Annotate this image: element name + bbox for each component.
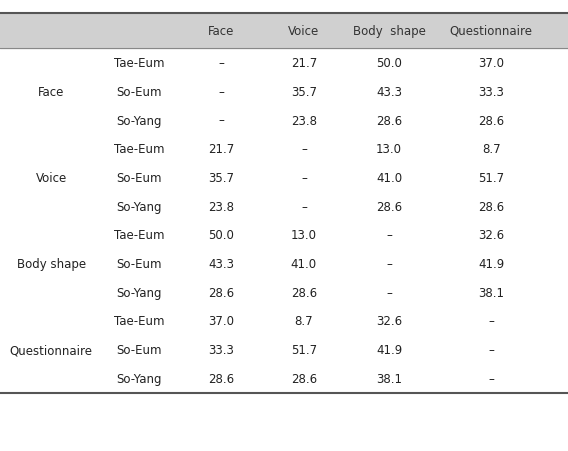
Text: 38.1: 38.1 [478, 286, 504, 299]
Text: –: – [301, 143, 307, 156]
Text: 33.3: 33.3 [478, 86, 504, 99]
Text: –: – [219, 86, 224, 99]
Text: Voice: Voice [288, 25, 320, 38]
Text: 41.0: 41.0 [376, 171, 402, 184]
Text: Tae-Eum: Tae-Eum [114, 143, 164, 156]
Text: –: – [488, 372, 494, 385]
Text: –: – [219, 57, 224, 70]
Text: 38.1: 38.1 [376, 372, 402, 385]
Text: –: – [488, 315, 494, 328]
Text: 32.6: 32.6 [376, 315, 402, 328]
Text: –: – [301, 200, 307, 213]
Text: 37.0: 37.0 [208, 315, 235, 328]
Text: Body  shape: Body shape [353, 25, 425, 38]
Text: –: – [488, 343, 494, 356]
Text: 35.7: 35.7 [291, 86, 317, 99]
Bar [0, 14, 568, 49]
Text: 51.7: 51.7 [291, 343, 317, 356]
Text: 21.7: 21.7 [291, 57, 317, 70]
Text: So-Eum: So-Eum [116, 86, 162, 99]
Text: So-Yang: So-Yang [116, 286, 162, 299]
Text: 43.3: 43.3 [208, 258, 235, 271]
Text: 32.6: 32.6 [478, 229, 504, 242]
Text: Body shape: Body shape [16, 258, 86, 271]
Text: Face: Face [38, 86, 64, 99]
Text: –: – [386, 258, 392, 271]
Text: 33.3: 33.3 [208, 343, 235, 356]
Text: Questionnaire: Questionnaire [450, 25, 533, 38]
Text: Face: Face [208, 25, 235, 38]
Text: Tae-Eum: Tae-Eum [114, 57, 164, 70]
Text: 13.0: 13.0 [291, 229, 317, 242]
Text: 28.6: 28.6 [376, 114, 402, 127]
Text: 28.6: 28.6 [208, 372, 235, 385]
Text: –: – [301, 171, 307, 184]
Text: Tae-Eum: Tae-Eum [114, 315, 164, 328]
Text: So-Yang: So-Yang [116, 200, 162, 213]
Text: Questionnaire: Questionnaire [10, 343, 93, 356]
Text: So-Yang: So-Yang [116, 114, 162, 127]
Text: 21.7: 21.7 [208, 143, 235, 156]
Text: 41.0: 41.0 [291, 258, 317, 271]
Text: 41.9: 41.9 [376, 343, 402, 356]
Text: 43.3: 43.3 [376, 86, 402, 99]
Text: 37.0: 37.0 [478, 57, 504, 70]
Text: 51.7: 51.7 [478, 171, 504, 184]
Text: 8.7: 8.7 [295, 315, 313, 328]
Text: Tae-Eum: Tae-Eum [114, 229, 164, 242]
Text: 50.0: 50.0 [208, 229, 235, 242]
Text: –: – [219, 114, 224, 127]
Text: 13.0: 13.0 [376, 143, 402, 156]
Text: 50.0: 50.0 [376, 57, 402, 70]
Text: 28.6: 28.6 [208, 286, 235, 299]
Text: 28.6: 28.6 [376, 200, 402, 213]
Text: 28.6: 28.6 [478, 114, 504, 127]
Text: 8.7: 8.7 [482, 143, 500, 156]
Text: So-Eum: So-Eum [116, 171, 162, 184]
Text: 28.6: 28.6 [478, 200, 504, 213]
Text: 35.7: 35.7 [208, 171, 235, 184]
Text: So-Eum: So-Eum [116, 343, 162, 356]
Text: –: – [386, 286, 392, 299]
Text: 28.6: 28.6 [291, 372, 317, 385]
Text: Voice: Voice [35, 171, 67, 184]
Text: 23.8: 23.8 [208, 200, 235, 213]
Text: So-Yang: So-Yang [116, 372, 162, 385]
Text: 23.8: 23.8 [291, 114, 317, 127]
Text: 41.9: 41.9 [478, 258, 504, 271]
Text: –: – [386, 229, 392, 242]
Text: So-Eum: So-Eum [116, 258, 162, 271]
Text: 28.6: 28.6 [291, 286, 317, 299]
